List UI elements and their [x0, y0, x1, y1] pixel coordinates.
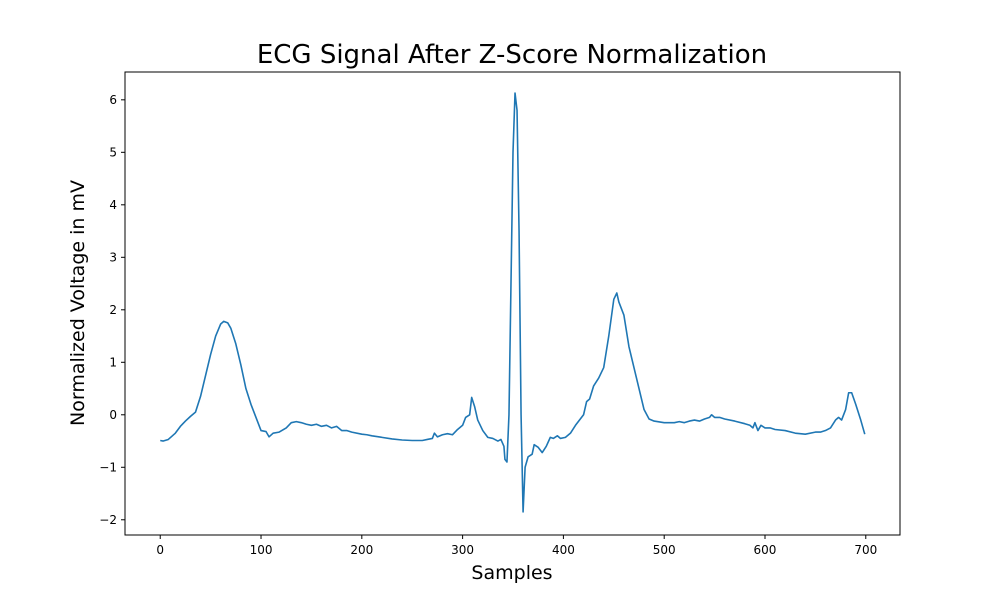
- y-tick-label: 0: [109, 408, 117, 422]
- x-tick-label: 700: [854, 543, 877, 557]
- y-axis-label: Normalized Voltage in mV: [67, 180, 89, 426]
- x-tick-label: 100: [250, 543, 273, 557]
- chart-title: ECG Signal After Z-Score Normalization: [257, 40, 767, 70]
- x-tick-label: 200: [350, 543, 373, 557]
- x-tick-label: 400: [552, 543, 575, 557]
- x-tick-label: 600: [754, 543, 777, 557]
- x-axis-label: Samples: [471, 562, 552, 584]
- y-tick-label: 1: [109, 355, 117, 369]
- y-tick-label: 2: [109, 303, 117, 317]
- x-tick-label: 0: [156, 543, 164, 557]
- x-tick-label: 500: [653, 543, 676, 557]
- y-tick-label: 3: [109, 250, 117, 264]
- y-tick-label: 4: [109, 198, 117, 212]
- y-tick-label: 5: [109, 145, 117, 159]
- data-line: [160, 92, 866, 513]
- plot-frame: [124, 71, 901, 536]
- x-tick-label: 300: [451, 543, 474, 557]
- y-tick-label: 6: [109, 93, 117, 107]
- y-tick-label: −2: [99, 513, 117, 527]
- y-tick-label: −1: [99, 460, 117, 474]
